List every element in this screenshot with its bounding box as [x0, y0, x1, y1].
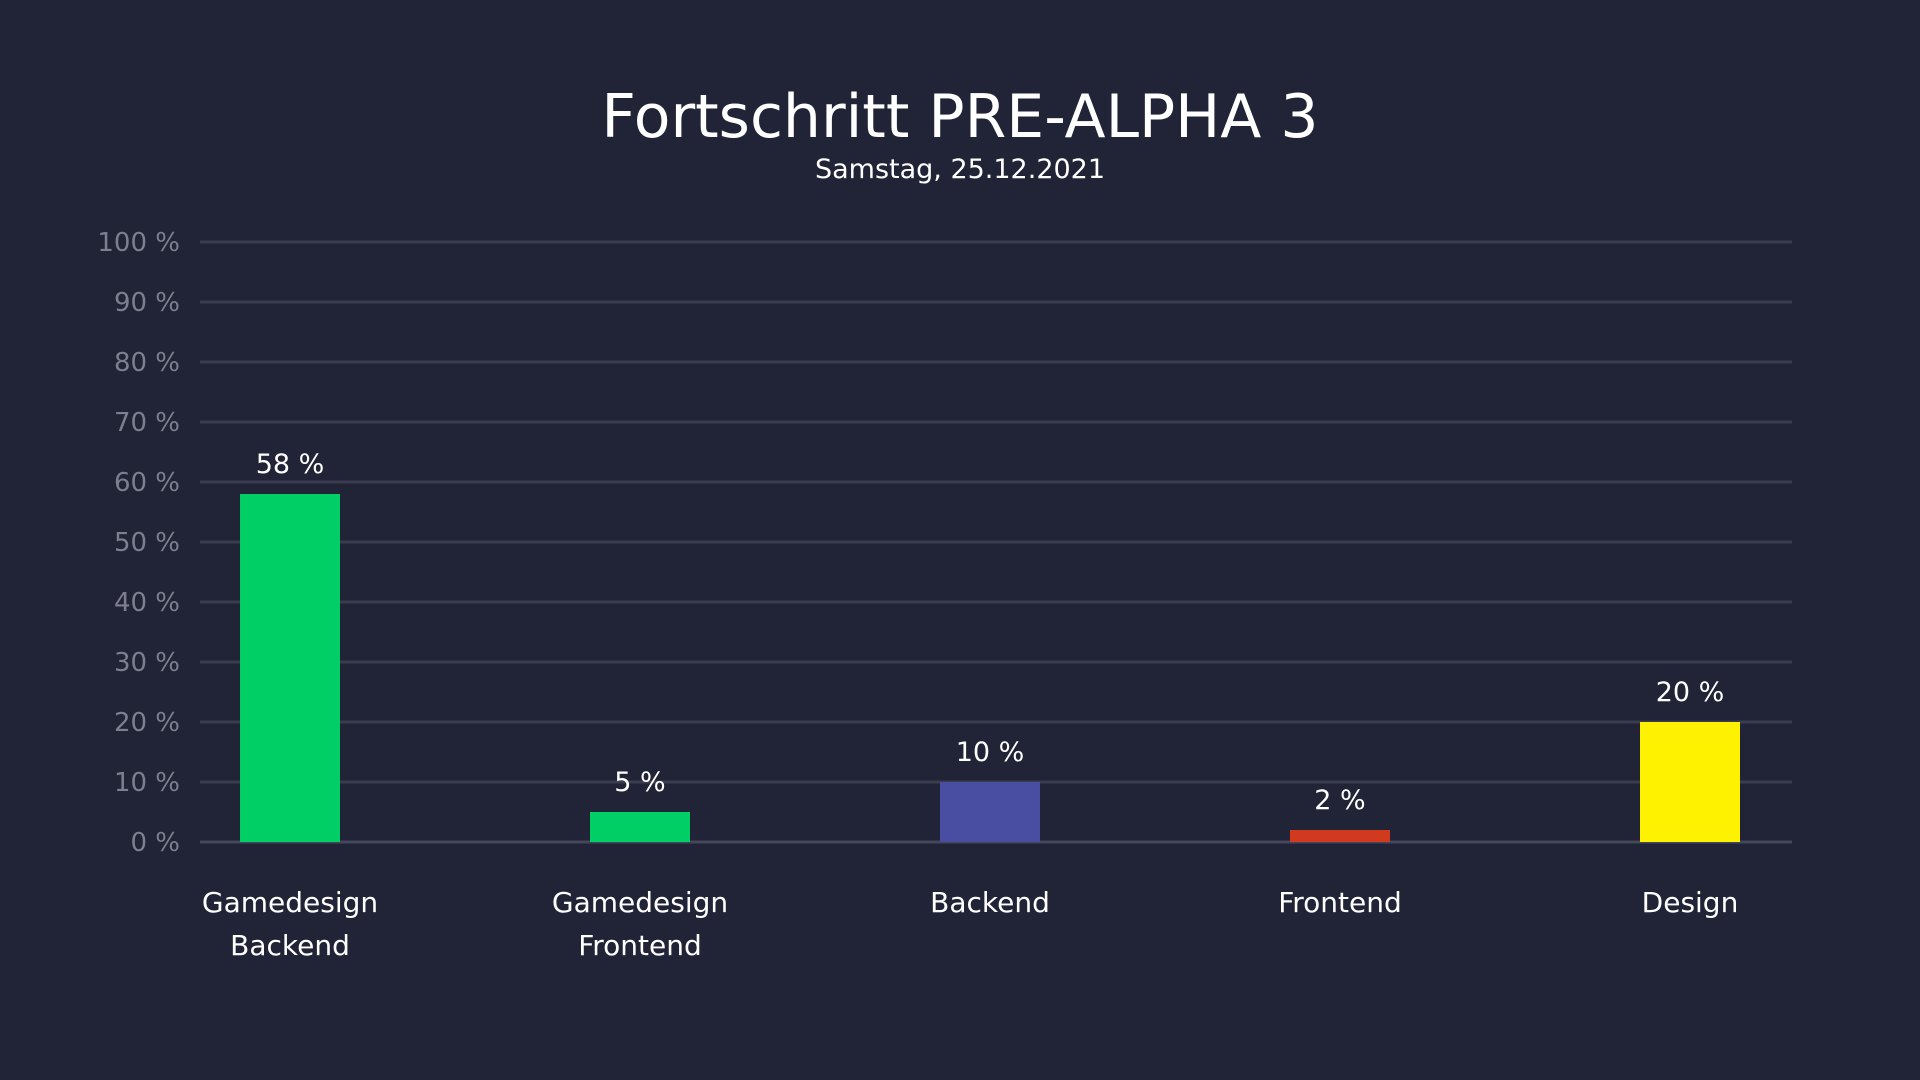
y-tick-label: 100 % — [97, 228, 180, 258]
gridlines — [200, 240, 1792, 844]
bar — [1640, 722, 1740, 842]
chart-subtitle: Samstag, 25.12.2021 — [815, 154, 1105, 185]
y-tick-label: 90 % — [114, 288, 180, 318]
x-tick-label: Design — [1642, 886, 1739, 919]
data-labels: 58 % 5 % 10 % 2 % 20 % — [256, 449, 1725, 816]
y-tick-label: 20 % — [114, 708, 180, 738]
y-tick-label: 30 % — [114, 648, 180, 678]
data-label: 5 % — [614, 767, 665, 798]
x-tick-label: Gamedesign Frontend — [552, 886, 728, 962]
bar — [240, 494, 340, 842]
data-label: 2 % — [1314, 785, 1365, 816]
data-label: 20 % — [1656, 677, 1725, 708]
chart-title: Fortschritt PRE-ALPHA 3 — [601, 82, 1318, 152]
y-tick-label: 40 % — [114, 588, 180, 618]
y-tick-label: 60 % — [114, 468, 180, 498]
y-tick-label: 10 % — [114, 768, 180, 798]
x-axis: Gamedesign Backend Gamedesign Frontend Backe… — [202, 886, 1738, 962]
bars — [240, 494, 1740, 842]
bar — [1290, 830, 1390, 842]
y-axis: 0 % 10 % 20 % 30 % 40 % 50 % 60 % 70 % 80 % 90 % 1… — [97, 228, 180, 858]
x-tick-label: Gamedesign Backend — [202, 886, 378, 962]
y-tick-label: 70 % — [114, 408, 180, 438]
x-tick-label: Backend — [930, 886, 1050, 919]
y-tick-label: 50 % — [114, 528, 180, 558]
data-label: 58 % — [256, 449, 325, 480]
y-tick-label: 80 % — [114, 348, 180, 378]
y-tick-label: 0 % — [130, 828, 180, 858]
x-tick-label: Frontend — [1278, 886, 1402, 919]
data-label: 10 % — [956, 737, 1025, 768]
bar — [590, 812, 690, 842]
bar — [940, 782, 1040, 842]
